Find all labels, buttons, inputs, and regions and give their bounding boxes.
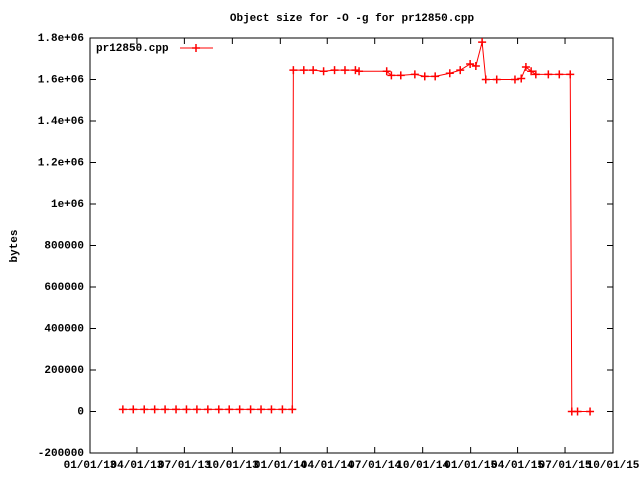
point bbox=[129, 405, 138, 414]
legend-label: pr12850.cpp bbox=[96, 43, 169, 55]
y-tick-label: 200000 bbox=[44, 365, 84, 377]
series-line bbox=[122, 42, 591, 412]
y-tick-label: 400000 bbox=[44, 323, 84, 335]
point bbox=[531, 70, 540, 79]
point bbox=[527, 67, 536, 76]
point bbox=[299, 66, 308, 75]
point bbox=[566, 70, 575, 79]
x-tick-label: 01/01/13 bbox=[64, 460, 117, 472]
point bbox=[410, 70, 419, 79]
point bbox=[330, 66, 339, 75]
x-tick-label: 04/01/15 bbox=[491, 460, 544, 472]
point bbox=[420, 72, 429, 81]
y-tick-label: 600000 bbox=[44, 282, 84, 294]
point bbox=[544, 70, 553, 79]
x-tick-label: 04/01/14 bbox=[301, 460, 354, 472]
point bbox=[225, 405, 234, 414]
y-tick-label: 1e+06 bbox=[51, 199, 84, 211]
point bbox=[517, 74, 526, 83]
point bbox=[573, 407, 582, 416]
point bbox=[471, 62, 480, 71]
x-tick-label: 01/01/15 bbox=[444, 460, 497, 472]
x-tick-label: 01/01/14 bbox=[254, 460, 307, 472]
x-tick-label: 07/01/14 bbox=[348, 460, 401, 472]
y-tick-label: 1.6e+06 bbox=[38, 74, 84, 86]
point bbox=[481, 75, 490, 84]
legend-marker bbox=[192, 44, 200, 52]
point bbox=[431, 72, 440, 81]
y-tick-label: 1.2e+06 bbox=[38, 157, 84, 169]
point bbox=[246, 405, 255, 414]
point bbox=[466, 59, 475, 68]
point bbox=[355, 67, 364, 76]
point bbox=[289, 66, 298, 75]
point bbox=[456, 66, 465, 75]
point bbox=[492, 75, 501, 84]
point bbox=[182, 405, 191, 414]
x-tick-label: 10/01/14 bbox=[396, 460, 449, 472]
point bbox=[555, 70, 564, 79]
point bbox=[340, 66, 349, 75]
point bbox=[118, 405, 127, 414]
point bbox=[172, 405, 181, 414]
x-tick-label: 10/01/13 bbox=[206, 460, 259, 472]
point bbox=[235, 405, 244, 414]
point bbox=[288, 405, 297, 414]
point bbox=[510, 75, 519, 84]
x-tick-label: 07/01/15 bbox=[539, 460, 592, 472]
point bbox=[140, 405, 149, 414]
point bbox=[278, 405, 287, 414]
point bbox=[445, 69, 454, 78]
y-tick-label: 1.4e+06 bbox=[38, 116, 84, 128]
point bbox=[478, 38, 487, 47]
y-axis-label: bytes bbox=[9, 229, 21, 262]
point bbox=[387, 71, 396, 80]
point bbox=[203, 405, 212, 414]
point bbox=[192, 405, 201, 414]
x-tick-label: 07/01/13 bbox=[158, 460, 211, 472]
point bbox=[382, 67, 391, 76]
point bbox=[150, 405, 159, 414]
x-tick-label: 04/01/13 bbox=[111, 460, 164, 472]
point bbox=[396, 71, 405, 80]
point bbox=[257, 405, 266, 414]
y-tick-label: 1.8e+06 bbox=[38, 33, 84, 45]
y-tick-label: 0 bbox=[77, 406, 84, 418]
point bbox=[586, 407, 595, 416]
point bbox=[161, 405, 170, 414]
point bbox=[521, 63, 530, 72]
chart-title: Object size for -O -g for pr12850.cpp bbox=[230, 13, 475, 25]
plot-border bbox=[89, 37, 614, 454]
point bbox=[319, 67, 328, 76]
y-tick-label: 800000 bbox=[44, 240, 84, 252]
y-tick-label: -200000 bbox=[38, 448, 84, 460]
point bbox=[267, 405, 276, 414]
point bbox=[351, 66, 360, 75]
point bbox=[214, 405, 223, 414]
x-tick-label: 10/01/15 bbox=[587, 460, 640, 472]
point bbox=[309, 66, 318, 75]
